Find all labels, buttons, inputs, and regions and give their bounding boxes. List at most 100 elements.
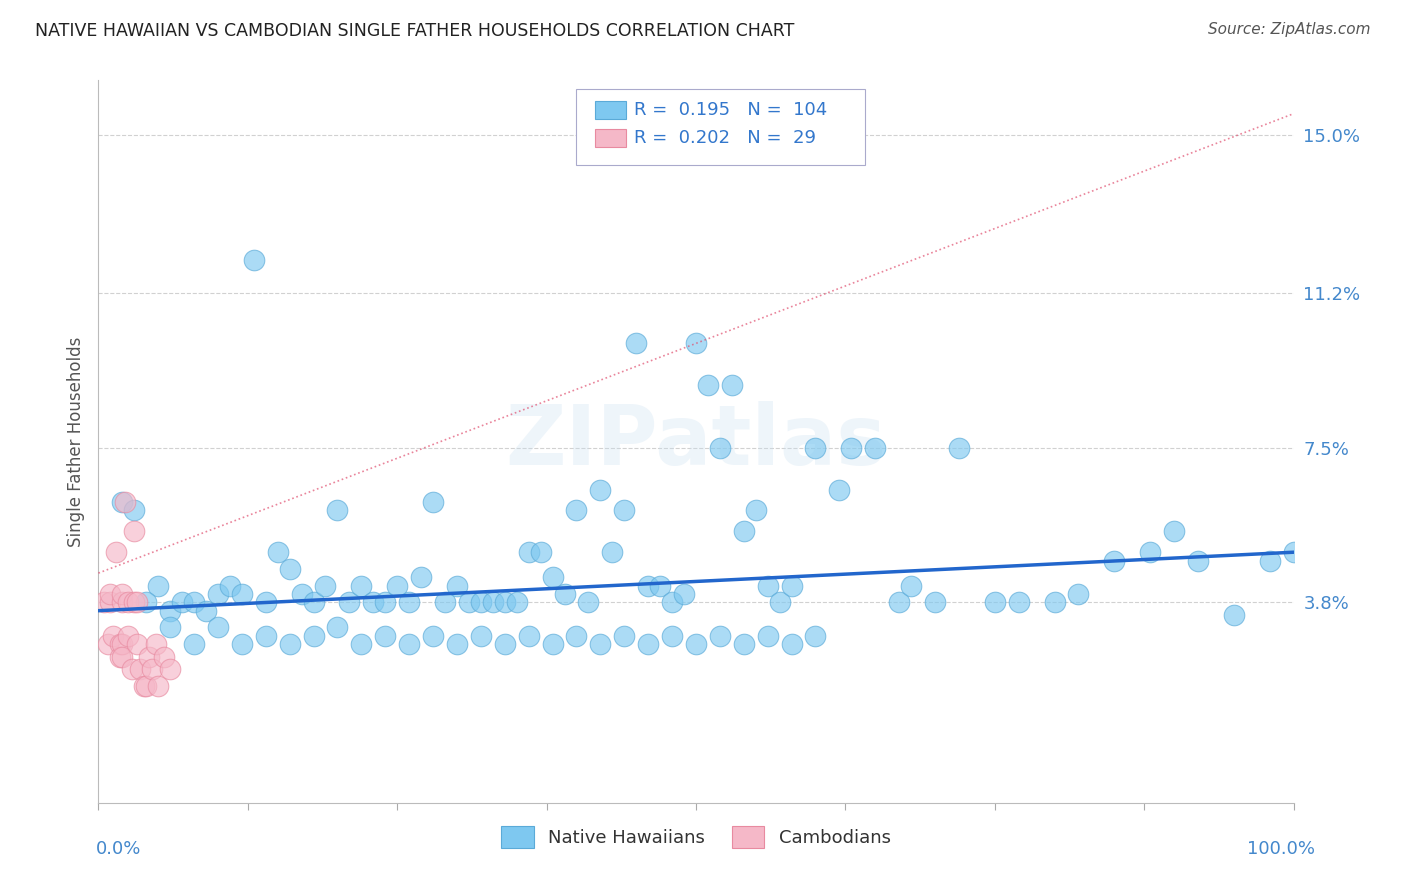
Point bbox=[948, 441, 970, 455]
Point bbox=[661, 629, 683, 643]
Point bbox=[984, 595, 1007, 609]
Text: 0.0%: 0.0% bbox=[96, 840, 141, 858]
Point bbox=[326, 620, 349, 634]
Point bbox=[924, 595, 946, 609]
Point bbox=[302, 629, 325, 643]
Point bbox=[865, 441, 887, 455]
Point bbox=[121, 662, 143, 676]
Point bbox=[565, 629, 588, 643]
Point bbox=[117, 629, 139, 643]
Point bbox=[470, 595, 492, 609]
Text: 100.0%: 100.0% bbox=[1247, 840, 1315, 858]
Point bbox=[1187, 553, 1209, 567]
Point bbox=[138, 649, 160, 664]
Point bbox=[494, 595, 516, 609]
Point bbox=[422, 495, 444, 509]
Point bbox=[363, 595, 385, 609]
Point bbox=[541, 637, 564, 651]
Point bbox=[733, 637, 755, 651]
Point bbox=[626, 336, 648, 351]
Point bbox=[422, 629, 444, 643]
Point bbox=[145, 637, 167, 651]
Point bbox=[148, 679, 170, 693]
Point bbox=[231, 587, 253, 601]
Point bbox=[93, 595, 115, 609]
Point bbox=[207, 620, 229, 634]
Point bbox=[721, 378, 744, 392]
Point bbox=[98, 595, 122, 609]
Point bbox=[697, 378, 720, 392]
Point bbox=[135, 595, 157, 609]
Point bbox=[1163, 524, 1185, 539]
Point bbox=[517, 629, 540, 643]
Point bbox=[745, 503, 768, 517]
Point bbox=[613, 629, 636, 643]
Point bbox=[637, 637, 659, 651]
Point bbox=[613, 503, 636, 517]
Point bbox=[326, 503, 349, 517]
Point bbox=[125, 595, 148, 609]
Point bbox=[114, 495, 136, 509]
Point bbox=[111, 587, 134, 601]
Point bbox=[231, 637, 253, 651]
Point bbox=[841, 441, 863, 455]
Point bbox=[1104, 553, 1126, 567]
Text: R =  0.195   N =  104: R = 0.195 N = 104 bbox=[634, 101, 827, 119]
Point bbox=[97, 637, 120, 651]
Point bbox=[183, 595, 205, 609]
Point bbox=[207, 587, 229, 601]
Point bbox=[111, 595, 134, 609]
Point bbox=[315, 579, 337, 593]
Point bbox=[374, 595, 396, 609]
Point bbox=[661, 595, 683, 609]
Point bbox=[780, 579, 803, 593]
Point bbox=[1067, 587, 1090, 601]
Point bbox=[411, 570, 433, 584]
Point bbox=[101, 629, 124, 643]
Text: Source: ZipAtlas.com: Source: ZipAtlas.com bbox=[1208, 22, 1371, 37]
Point bbox=[159, 620, 181, 634]
Point bbox=[685, 637, 707, 651]
Point bbox=[780, 637, 803, 651]
Point bbox=[446, 579, 468, 593]
Point bbox=[1043, 595, 1066, 609]
Point bbox=[124, 503, 146, 517]
Point bbox=[768, 595, 790, 609]
Point bbox=[733, 524, 755, 539]
Point bbox=[105, 545, 128, 559]
Point bbox=[129, 662, 152, 676]
Point bbox=[135, 679, 157, 693]
Point bbox=[302, 595, 325, 609]
Point bbox=[398, 637, 420, 651]
Point bbox=[804, 629, 827, 643]
Point bbox=[108, 637, 131, 651]
Point bbox=[350, 579, 373, 593]
Point bbox=[385, 579, 409, 593]
Point bbox=[458, 595, 481, 609]
Point bbox=[530, 545, 553, 559]
Point bbox=[589, 483, 612, 497]
Point bbox=[278, 637, 301, 651]
Point bbox=[339, 595, 361, 609]
Point bbox=[159, 662, 181, 676]
Text: R =  0.202   N =  29: R = 0.202 N = 29 bbox=[634, 129, 815, 147]
Point bbox=[291, 587, 314, 601]
Point bbox=[1258, 553, 1281, 567]
Point bbox=[148, 579, 170, 593]
Legend: Native Hawaiians, Cambodians: Native Hawaiians, Cambodians bbox=[494, 819, 898, 855]
Point bbox=[111, 637, 134, 651]
Point bbox=[685, 336, 707, 351]
Point bbox=[183, 637, 205, 651]
Point bbox=[578, 595, 600, 609]
Point bbox=[900, 579, 922, 593]
Point bbox=[254, 595, 277, 609]
Point bbox=[602, 545, 624, 559]
Point bbox=[172, 595, 194, 609]
Point bbox=[648, 579, 672, 593]
Point bbox=[124, 524, 146, 539]
Point bbox=[804, 441, 827, 455]
Point bbox=[434, 595, 457, 609]
Point bbox=[398, 595, 420, 609]
Point bbox=[219, 579, 242, 593]
Point bbox=[541, 570, 564, 584]
